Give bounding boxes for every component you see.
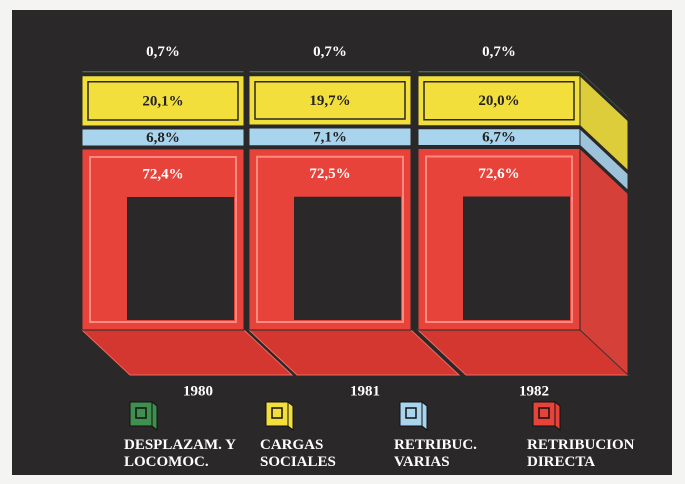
value-label: 6,7% xyxy=(482,130,516,146)
legend-icon-mark xyxy=(405,407,417,419)
value-label: 0,7% xyxy=(313,44,347,60)
bar-segment xyxy=(248,75,412,126)
bar-hole xyxy=(127,197,234,320)
bar-segment xyxy=(81,128,245,147)
legend-icon-side xyxy=(287,400,294,432)
x-tick-label: 1981 xyxy=(350,383,380,399)
value-label: 0,7% xyxy=(146,44,180,60)
legend-icon xyxy=(532,401,556,427)
value-label: 20,0% xyxy=(478,93,519,109)
value-label: 72,5% xyxy=(309,166,350,182)
legend-label: RETRIBUC. VARIAS xyxy=(394,437,477,470)
bar-segment xyxy=(417,70,581,74)
legend-icon-mark xyxy=(538,407,550,419)
bar-segment xyxy=(417,75,581,127)
bar-inner xyxy=(423,81,575,121)
value-label: 0,7% xyxy=(482,44,516,60)
value-label: 6,8% xyxy=(146,130,180,146)
bar-segment xyxy=(248,127,412,147)
legend-icon-side xyxy=(421,400,428,432)
legend-label: RETRIBUCION DIRECTA xyxy=(527,437,635,470)
bar-hole xyxy=(294,196,401,320)
value-label: 19,7% xyxy=(309,93,350,109)
legend-icon xyxy=(399,401,423,427)
legend-icon xyxy=(129,401,153,427)
bar-segment xyxy=(81,70,245,74)
legend-icon-side xyxy=(151,400,158,432)
value-label: 72,6% xyxy=(478,166,519,182)
bar-inner xyxy=(254,81,406,120)
bar-inner xyxy=(87,81,239,121)
bar-segment xyxy=(417,128,581,146)
bar-segment xyxy=(248,70,412,74)
x-tick-label: 1980 xyxy=(183,383,213,399)
legend-label: CARGAS SOCIALES xyxy=(260,437,336,470)
value-label: 20,1% xyxy=(142,93,183,109)
legend-icon-side xyxy=(554,400,561,432)
legend-label: DESPLAZAM. Y LOCOMOC. xyxy=(124,437,236,470)
legend-icon-mark xyxy=(271,407,283,419)
x-tick-label: 1982 xyxy=(519,383,549,399)
legend-icon xyxy=(265,401,289,427)
value-label: 72,4% xyxy=(142,166,183,182)
value-label: 7,1% xyxy=(313,129,347,145)
legend-icon-mark xyxy=(135,407,147,419)
bar-hole xyxy=(463,196,570,320)
bar-segment xyxy=(81,75,245,127)
